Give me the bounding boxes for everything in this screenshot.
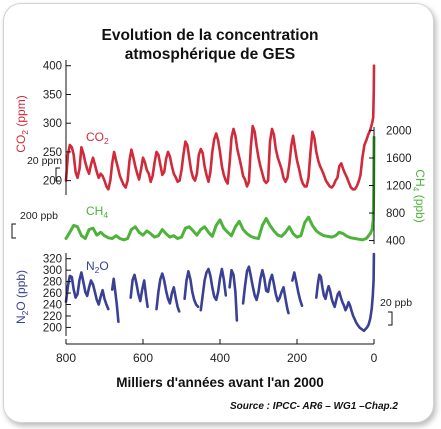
n2o-series-segment-9 [291, 271, 304, 308]
n2o-tick-label: 300 [43, 265, 62, 277]
co2-tick-label: 350 [43, 89, 62, 101]
x-tick-label: 200 [287, 351, 307, 365]
co2-tick-label: 250 [43, 147, 62, 159]
co2-axis-label: CO2 (ppm) [14, 95, 30, 152]
figure-card [3, 3, 434, 423]
x-tick-label: 0 [371, 351, 378, 365]
n2o-axis-label: N2O (ppb) [14, 270, 30, 324]
ch4-scale-bar [11, 223, 16, 239]
chart-title-line-2: atmosphérique de GES [124, 46, 296, 63]
co2-series-label: CO2 [86, 130, 109, 146]
n2o-tick-label: 320 [43, 254, 62, 266]
x-tick-label: 400 [210, 351, 230, 365]
ch4-axis-label: CH4 (ppb) [411, 169, 427, 222]
co2-tick-label: 200 [43, 176, 62, 188]
co2-scale-bar-label: 20 ppm [27, 155, 62, 167]
n2o-tick-label: 220 [43, 311, 62, 323]
n2o-series-segment-4 [155, 272, 181, 313]
source-note: Source : IPCC- AR6 – WG1 –Chap.2 [230, 401, 398, 412]
n2o-series-segment-1 [64, 271, 110, 311]
co2-tick-label: 400 [43, 61, 62, 73]
n2o-series-segment-3 [129, 273, 149, 309]
ch4-tick-label: 1200 [386, 181, 412, 193]
x-tick-label: 600 [133, 351, 153, 365]
n2o-tick-label: 260 [43, 288, 62, 300]
n2o-tick-label: 280 [43, 277, 62, 289]
n2o-series-segment-10 [314, 252, 376, 333]
n2o-tick-label: 200 [43, 322, 62, 334]
x-axis-label: Milliers d'années avant l'an 2000 [116, 375, 324, 390]
co2-series-line [64, 64, 376, 191]
ch4-tick-label: 800 [386, 208, 405, 220]
ch4-scale-bar-label: 200 ppb [20, 210, 58, 222]
n2o-series-segment-8 [241, 265, 290, 315]
n2o-scale-bar [388, 311, 393, 326]
chart-title: Evolution de la concentration atmosphéri… [60, 26, 360, 64]
x-tick-label: 800 [56, 351, 76, 365]
co2-scale-bar [55, 167, 60, 182]
ch4-tick-label: 2000 [386, 125, 412, 137]
n2o-tick-label: 240 [43, 300, 62, 312]
n2o-series-segment-7 [228, 268, 239, 322]
n2o-series-segment-6 [199, 267, 228, 312]
n2o-scale-bar-label: 20 ppb [380, 297, 412, 309]
n2o-series-segment-2 [110, 277, 120, 324]
n2o-series-label: N2O [86, 259, 109, 275]
n2o-series-segment-5 [183, 269, 200, 309]
ch4-tick-label: 1600 [386, 153, 412, 165]
chart-title-line-1: Evolution de la concentration [101, 27, 319, 44]
ch4-tick-label: 400 [386, 236, 405, 248]
ch4-series-label: CH4 [86, 204, 108, 220]
ch4-series-line [64, 135, 376, 242]
co2-tick-label: 300 [43, 118, 62, 130]
